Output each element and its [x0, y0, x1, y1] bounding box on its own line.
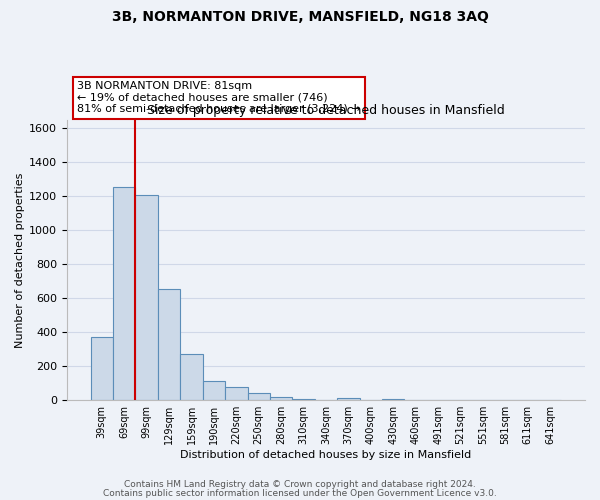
Bar: [225, 388, 248, 400]
X-axis label: Distribution of detached houses by size in Mansfield: Distribution of detached houses by size …: [181, 450, 472, 460]
Bar: [91, 338, 113, 400]
Title: Size of property relative to detached houses in Mansfield: Size of property relative to detached ho…: [147, 104, 505, 118]
Bar: [180, 354, 203, 400]
Text: 3B, NORMANTON DRIVE, MANSFIELD, NG18 3AQ: 3B, NORMANTON DRIVE, MANSFIELD, NG18 3AQ: [112, 10, 488, 24]
Bar: [113, 187, 136, 400]
Bar: [337, 398, 359, 400]
Bar: [248, 394, 270, 400]
Bar: [203, 380, 225, 400]
Text: Contains public sector information licensed under the Open Government Licence v3: Contains public sector information licen…: [103, 490, 497, 498]
Bar: [270, 397, 292, 400]
Text: Contains HM Land Registry data © Crown copyright and database right 2024.: Contains HM Land Registry data © Crown c…: [124, 480, 476, 489]
Bar: [382, 398, 404, 400]
Bar: [292, 398, 315, 400]
Y-axis label: Number of detached properties: Number of detached properties: [15, 172, 25, 348]
Bar: [158, 289, 180, 400]
Bar: [136, 196, 158, 400]
Text: 3B NORMANTON DRIVE: 81sqm
← 19% of detached houses are smaller (746)
81% of semi: 3B NORMANTON DRIVE: 81sqm ← 19% of detac…: [77, 81, 361, 114]
